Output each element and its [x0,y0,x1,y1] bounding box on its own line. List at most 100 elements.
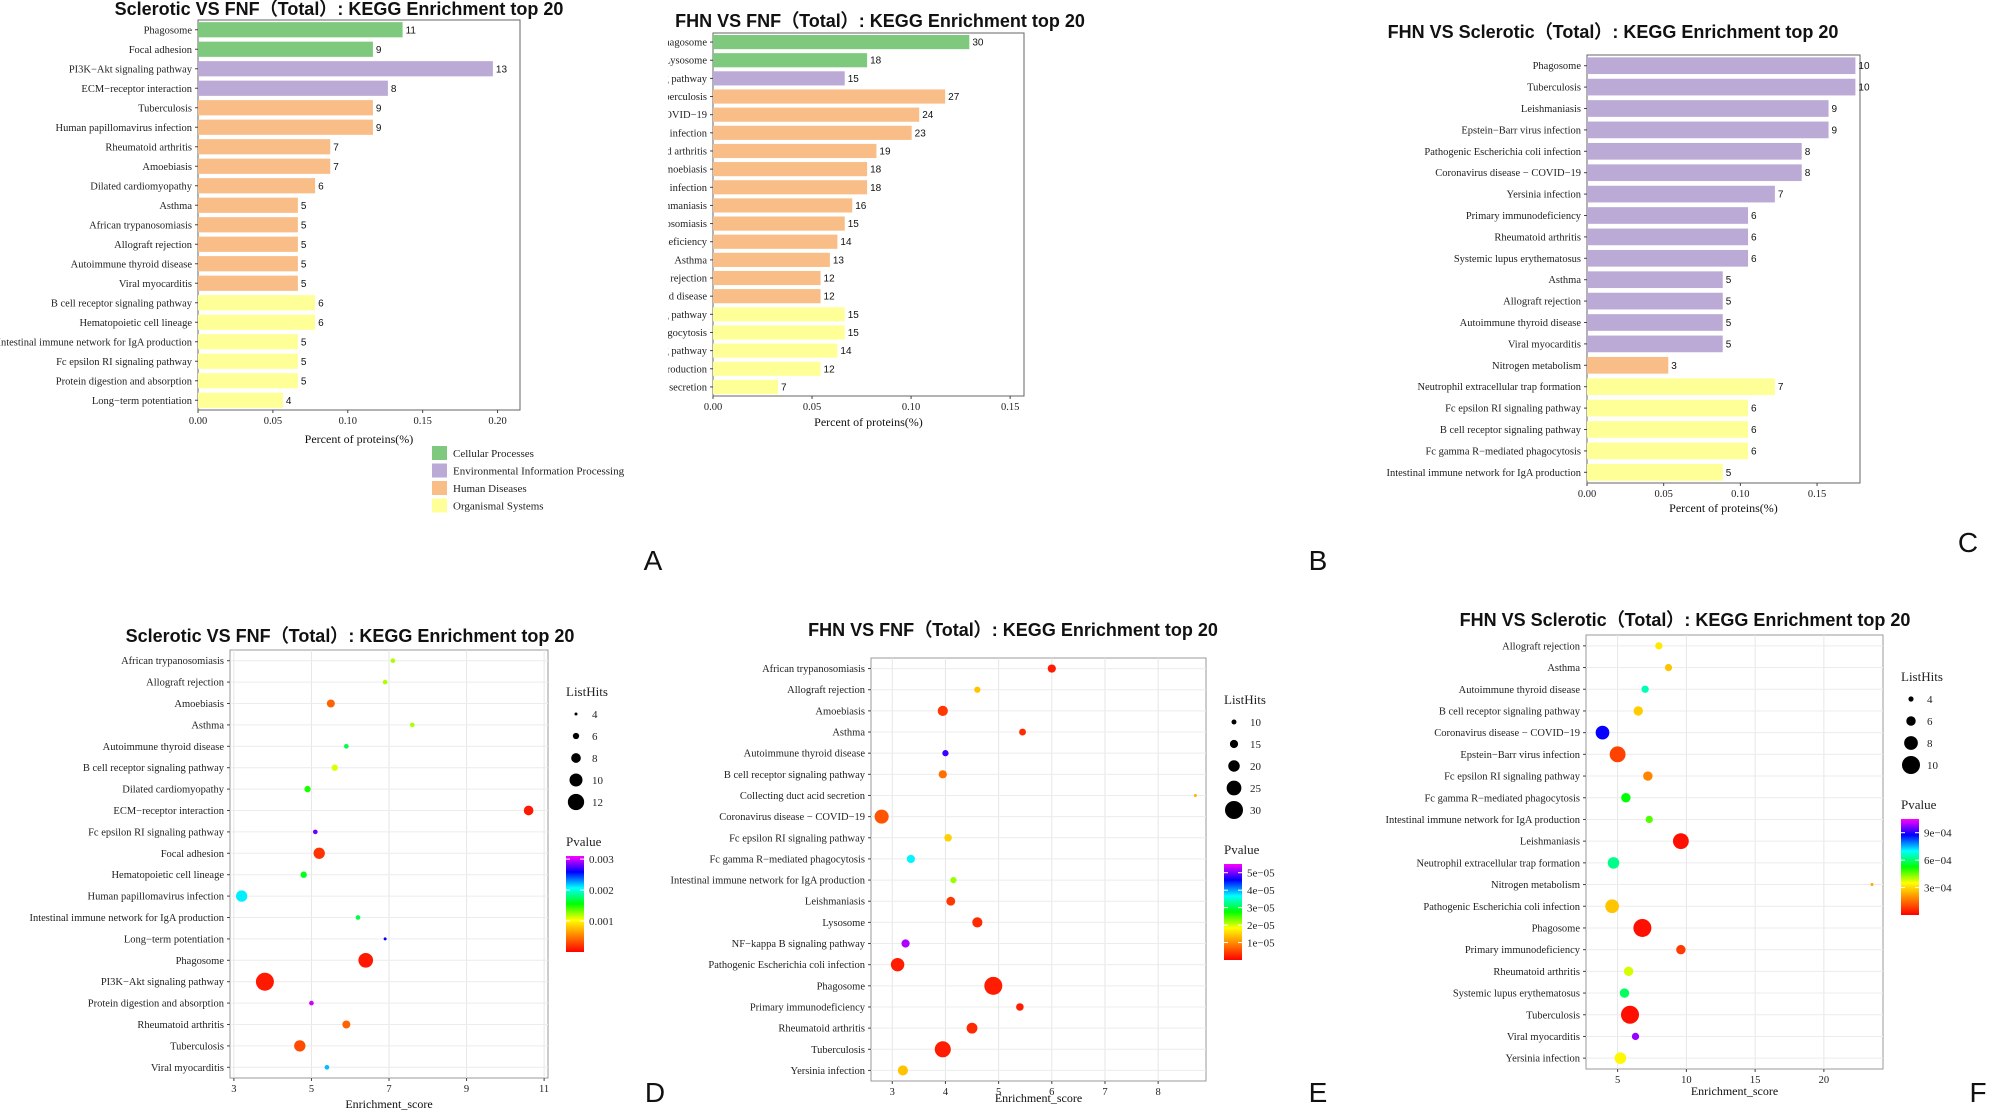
bar-value-label: 15 [848,219,860,230]
category-label: Nitrogen metabolism [1492,361,1581,372]
scatter-point [313,847,325,859]
category-label: Amoebiasis [142,162,192,173]
bar [713,180,868,195]
bar [198,178,316,194]
bar-value-label: 9 [376,103,382,114]
category-label: Tuberculosis [1526,1010,1580,1021]
category-label: Amoebiasis [174,699,224,710]
category-label: African trypanosomiasis [762,664,865,675]
panel-f: FHN VS Sclerotic（Total）: KEGG Enrichment… [1336,580,2006,1118]
bar [1587,78,1856,96]
x-tick-label: 0.00 [704,402,722,413]
panel-c: FHN VS Sclerotic（Total）: KEGG Enrichment… [1336,0,2006,580]
bar [1587,271,1723,289]
bar-value-label: 24 [922,110,934,121]
color-legend-label: 3e−04 [1924,883,1952,895]
bar [1587,249,1749,267]
bar [198,61,493,77]
category-label: Yersinia infection [1507,190,1582,201]
bar [1587,185,1775,203]
color-legend-bar [566,856,584,952]
scatter-point [355,915,361,920]
panel-letter: B [1309,545,1328,576]
scatter-point [344,743,349,749]
bar [198,353,298,369]
category-label: Focal adhesion [161,849,225,860]
scatter-point [1664,663,1673,672]
bar-value-label: 9 [376,45,382,56]
x-tick-label: 0.05 [1654,489,1672,500]
scatter-point [390,658,396,664]
bar [198,80,388,96]
bar [1587,463,1723,481]
category-label: NF−kappa B signaling pathway [732,939,866,950]
category-label: Long−term potentiation [124,934,225,945]
category-label: Collecting duct acid secretion [740,791,866,802]
size-legend-label: 10 [1927,760,1939,772]
bar [713,307,845,322]
scatter-point [906,854,915,864]
category-label: African trypanosomiasis [89,220,192,231]
category-label: Autoimmune thyroid disease [71,259,193,270]
panel-d-chart: Sclerotic VS FNF（Total）: KEGG Enrichment… [29,626,665,1111]
scatter-point [984,976,1003,995]
bar [1587,292,1723,310]
scatter-point [946,896,956,906]
category-label: Tuberculosis [811,1045,865,1056]
scatter-point [300,871,307,878]
bar [1587,421,1749,438]
category-label: Hematopoietic cell lineage [79,318,192,329]
bar [713,107,920,122]
scatter-point [1643,771,1653,781]
size-legend-label: 15 [1250,739,1262,751]
bar-value-label: 19 [879,146,891,157]
scatter-point [324,1064,330,1070]
category-label: Dilated cardiomyopathy [90,181,193,192]
chart-title: FHN VS Sclerotic（Total）: KEGG Enrichment… [1388,22,1839,42]
bar-value-label: 12 [824,364,836,375]
scatter-point [358,952,374,968]
category-label: Fc gamma R−mediated phagocytosis [709,854,865,865]
scatter-point [331,764,338,771]
category-label: Yersinia infection [668,183,708,194]
size-legend-label: 12 [592,797,603,809]
bar-value-label: 5 [301,337,307,348]
category-label: Intestinal immune network for IgA produc… [0,337,193,348]
size-legend-marker [1908,696,1914,702]
bar [713,53,868,68]
color-legend-label: 9e−04 [1924,828,1952,840]
bar [198,139,331,155]
category-label: Phagosome [176,956,225,967]
bar-value-label: 5 [1726,318,1732,329]
scatter-point [1605,899,1619,914]
x-tick-label: 0.10 [339,416,357,427]
x-tick-label: 5 [996,1087,1001,1098]
category-label: B cell receptor signaling pathway [51,298,193,309]
panel-letter: A [644,545,663,576]
category-label: PI3K−Akt signaling pathway [101,977,225,988]
category-label: Rheumatoid arthritis [778,1024,865,1035]
bar-value-label: 7 [1778,190,1784,201]
category-label: Pathogenic Escherichia coli infection [708,960,865,971]
category-label: African trypanosomiasis [121,656,224,667]
x-tick-label: 0.10 [1731,489,1749,500]
category-label: Systemic lupus erythematosus [1453,989,1580,1000]
category-label: Focal adhesion [129,45,193,56]
category-label: Hematopoietic cell lineage [111,870,224,881]
size-legend-title: ListHits [1901,669,1943,684]
panel-f-chart: FHN VS Sclerotic（Total）: KEGG Enrichment… [1385,610,1986,1108]
category-label: Coronavirus disease − COVID−19 [668,110,707,121]
category-label: Autoimmune thyroid disease [103,742,225,753]
category-label: Lysosome [668,56,707,67]
legend-swatch [432,498,447,513]
size-legend-label: 20 [1250,761,1262,773]
scatter-point [342,1020,351,1029]
scatter-point [1614,1052,1627,1064]
scatter-point [255,972,274,991]
chart-title: Sclerotic VS FNF（Total）: KEGG Enrichment… [115,0,564,19]
scatter-point [1623,966,1634,977]
color-legend-label: 0.002 [589,885,614,897]
category-label: Viral myocarditis [119,279,192,290]
size-legend-marker [574,712,578,716]
category-label: Autoimmune thyroid disease [668,292,707,303]
